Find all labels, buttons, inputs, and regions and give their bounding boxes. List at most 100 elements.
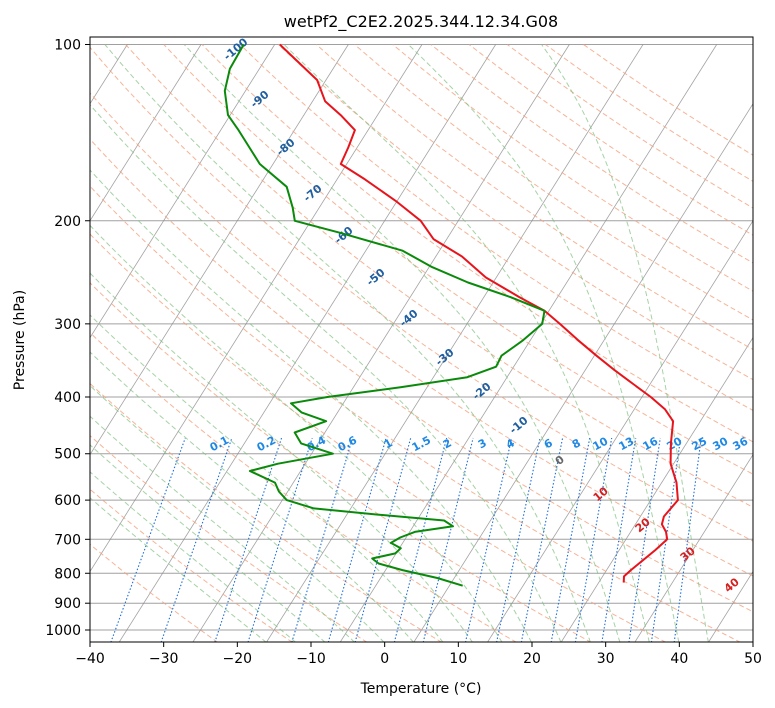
mixing-ratio-label: 36 <box>731 434 751 453</box>
dry-adiabat-line <box>90 233 667 642</box>
y-tick-label: 400 <box>54 390 81 406</box>
moist-adiabat-line <box>90 169 532 642</box>
background-grid <box>90 44 753 642</box>
moist-adiabat-line <box>90 314 444 642</box>
dry-adiabat-line <box>163 44 753 475</box>
dry-adiabat-line <box>277 44 753 381</box>
moist-adiabat-line <box>90 497 267 642</box>
mixing-ratio-line <box>601 437 637 642</box>
mixing-ratio-label: 8 <box>570 436 583 451</box>
moist-adiabat-label: -70 <box>301 182 325 205</box>
mixing-ratio-line <box>327 437 387 642</box>
dry-adiabat-line <box>90 92 753 577</box>
mixing-ratio-label: 30 <box>711 434 731 453</box>
moist-adiabat-label: -10 <box>507 414 531 437</box>
y-tick-label: 600 <box>54 493 81 509</box>
moist-adiabat-label: -40 <box>397 307 421 330</box>
mixing-ratio-line <box>393 437 448 642</box>
isotherm-line <box>487 219 753 642</box>
moist-adiabat-label: -50 <box>364 266 388 289</box>
mixing-ratio-label: 13 <box>617 435 637 454</box>
y-axis-title: Pressure (hPa) <box>12 290 28 390</box>
mixing-ratio-label: 4 <box>504 436 517 451</box>
dry-adiabat-line <box>90 138 753 613</box>
x-tick-label: 30 <box>597 651 615 667</box>
mixing-ratio-label: 16 <box>641 434 661 453</box>
mixing-ratio-line <box>214 437 283 642</box>
moist-adiabat-label: 40 <box>722 575 742 595</box>
mixing-ratio-label: 20 <box>665 434 685 453</box>
y-tick-label: 800 <box>54 566 81 582</box>
x-tick-label: −40 <box>75 651 105 667</box>
isotherm-line <box>634 453 753 642</box>
isotherm-line <box>413 103 753 642</box>
dry-adiabat-line <box>354 44 753 321</box>
moist-adiabat-label: -20 <box>470 380 494 403</box>
plot-frame <box>89 36 754 643</box>
y-tick-label: 200 <box>54 214 81 230</box>
mixing-ratio-label: 1 <box>382 436 395 451</box>
moist-adiabat-label: 10 <box>591 484 611 504</box>
mixing-ratio-line <box>110 437 186 642</box>
dry-adiabat-line <box>90 185 741 642</box>
mixing-ratio-label: 3 <box>476 436 489 451</box>
dry-adiabat-line <box>125 44 753 508</box>
mixing-ratio-line <box>291 437 354 642</box>
mixing-ratio-line <box>464 437 513 642</box>
x-tick-label: −30 <box>149 651 179 667</box>
y-tick-label: 500 <box>54 447 81 463</box>
moist-adiabat-label: -90 <box>248 88 272 111</box>
moist-adiabat-line <box>283 44 650 642</box>
mixing-ratio-line <box>673 437 702 642</box>
moist-adiabat-line <box>90 444 326 642</box>
moist-adiabat-line <box>90 415 356 642</box>
isotherm-line <box>90 44 349 456</box>
x-tick-label: −10 <box>296 651 326 667</box>
x-axis: −40 −30 −20 −10 0 10 20 30 40 50 <box>75 642 762 667</box>
dry-adiabat-line <box>90 46 753 542</box>
isotherm-line <box>90 44 202 222</box>
x-axis-title: Temperature (°C) <box>360 681 482 697</box>
moist-adiabat-label: -60 <box>332 224 356 247</box>
dry-adiabat-line <box>316 44 753 351</box>
mixing-ratio-label: 25 <box>690 435 710 454</box>
mixing-ratio-line <box>628 437 661 642</box>
x-tick-label: 20 <box>523 651 541 667</box>
dry-adiabat-line <box>90 434 368 642</box>
isotherm-line <box>90 44 423 573</box>
isotherm-line <box>192 44 570 642</box>
moist-adiabat-label: 20 <box>633 515 653 535</box>
y-tick-label: 100 <box>54 38 81 54</box>
temperature-profile-line <box>279 43 679 583</box>
isotherm-line <box>560 336 753 642</box>
x-tick-label: −20 <box>223 651 253 667</box>
x-tick-label: 10 <box>449 651 467 667</box>
moist-adiabat-line <box>183 44 621 642</box>
profile-series <box>223 43 679 587</box>
moist-adiabat-line <box>541 44 709 642</box>
y-axis: 1000 900 800 700 600 500 400 300 200 100 <box>45 38 90 639</box>
y-tick-label: 700 <box>54 532 81 548</box>
mixing-ratio-line <box>247 437 313 642</box>
moist-adiabat-line <box>408 44 680 642</box>
mixing-ratio-line <box>496 437 541 642</box>
mixing-ratio-line <box>160 437 233 642</box>
mixing-ratio-label: 0.2 <box>255 434 278 455</box>
moist-adiabat-line <box>90 384 385 642</box>
isotherm-line <box>266 44 644 642</box>
moist-adiabat-label: -30 <box>433 346 457 369</box>
x-tick-label: 0 <box>380 651 389 667</box>
y-tick-label: 1000 <box>45 623 81 639</box>
x-tick-label: 50 <box>744 651 762 667</box>
dry-adiabat-line <box>90 282 592 642</box>
mixing-ratio-line <box>422 437 474 642</box>
mixing-ratio-label: 1.5 <box>410 434 433 455</box>
dewpoint-profile-line <box>223 44 546 587</box>
dry-adiabat-line <box>90 488 293 642</box>
mixing-ratio-line <box>650 437 682 642</box>
mixing-ratio-label: 0.6 <box>336 433 360 454</box>
isotherm-line <box>90 44 276 339</box>
x-tick-label: 40 <box>670 651 688 667</box>
y-tick-label: 900 <box>54 596 81 612</box>
